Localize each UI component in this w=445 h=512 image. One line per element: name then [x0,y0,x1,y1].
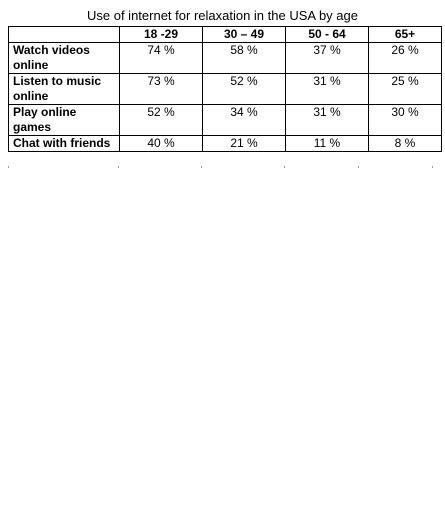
tick-mark [118,166,119,168]
row-label: Chat with friends [8,135,120,152]
table-cell: 52 % [119,104,203,136]
table-cell: 30 % [368,104,442,136]
tick-mark [201,166,202,168]
tick-mark [358,166,359,168]
table-cell: 58 % [202,42,286,74]
table-cell: 52 % [202,73,286,105]
row-label: Watch videos online [8,42,120,74]
tick-mark [8,166,9,168]
column-ticks [0,166,445,170]
table-cell: 26 % [368,42,442,74]
row-label: Listen to music online [8,73,120,105]
table-cell: 37 % [285,42,369,74]
header-row: 18 -29 30 – 49 50 - 64 65+ [8,26,442,43]
table-row: Listen to music online 73 % 52 % 31 % 25… [8,73,442,105]
table-cell: 31 % [285,104,369,136]
column-header: 50 - 64 [285,26,369,43]
column-header: 65+ [368,26,442,43]
table-cell: 40 % [119,135,203,152]
row-label: Play online games [8,104,120,136]
data-table: 18 -29 30 – 49 50 - 64 65+ Watch videos … [8,26,442,152]
table-cell: 74 % [119,42,203,74]
table-cell: 34 % [202,104,286,136]
table-row: Chat with friends 40 % 21 % 11 % 8 % [8,135,442,152]
table-cell: 11 % [285,135,369,152]
column-header: 30 – 49 [202,26,286,43]
table-cell: 25 % [368,73,442,105]
table-cell: 8 % [368,135,442,152]
table-row: Play online games 52 % 34 % 31 % 30 % [8,104,442,136]
chart-title: Use of internet for relaxation in the US… [87,8,358,23]
header-corner [8,26,120,43]
table-row: Watch videos online 74 % 58 % 37 % 26 % [8,42,442,74]
column-header: 18 -29 [119,26,203,43]
table-cell: 21 % [202,135,286,152]
table-cell: 73 % [119,73,203,105]
tick-mark [284,166,285,168]
table-cell: 31 % [285,73,369,105]
tick-mark [432,166,433,168]
